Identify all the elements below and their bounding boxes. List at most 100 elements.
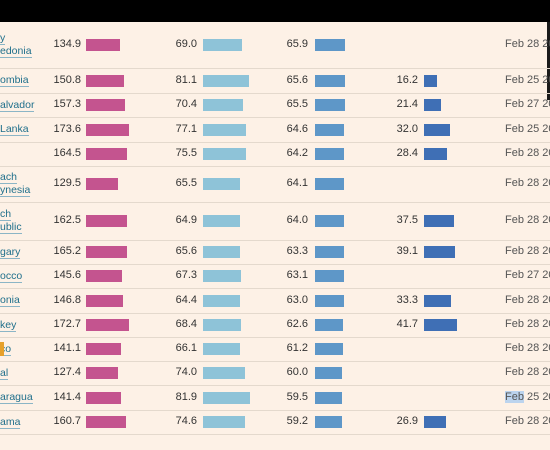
country-link[interactable]: key xyxy=(0,318,17,332)
country-link[interactable]: ach ynesia xyxy=(0,171,31,197)
country-name-line: edonia xyxy=(0,45,32,58)
value-4: 41.7 xyxy=(396,318,418,330)
date-cell: Feb 25 202 xyxy=(505,390,550,403)
country-link[interactable]: Lanka xyxy=(0,123,29,136)
table-row: al 127.4 74.0 60.0 Feb 28 202 xyxy=(0,361,550,386)
value-1: 141.4 xyxy=(53,390,81,403)
country-link[interactable]: gary xyxy=(0,245,21,259)
value-1: 141.1 xyxy=(53,342,81,354)
country-name-line: ama xyxy=(0,415,21,429)
bar-4 xyxy=(424,123,450,136)
value-4: 28.4 xyxy=(396,147,418,159)
value-3: 64.6 xyxy=(286,122,308,135)
country-name-line: ynesia xyxy=(0,184,31,197)
bar-1 xyxy=(86,294,123,307)
country-link[interactable]: ama xyxy=(0,415,21,429)
bar-4 xyxy=(424,148,447,160)
country-link[interactable]: onia xyxy=(0,294,20,307)
country-link[interactable]: ch ublic xyxy=(0,208,22,234)
bar-3 xyxy=(315,99,345,111)
country-name-line: ublic xyxy=(0,221,22,234)
bar-1 xyxy=(86,319,129,331)
value-4: 33.3 xyxy=(396,293,418,306)
date-cell: Feb 28 202 xyxy=(505,415,550,427)
bar-4 xyxy=(424,99,441,111)
country-name-line: occo xyxy=(0,269,23,283)
country-link[interactable]: y edonia xyxy=(0,32,32,58)
date-cell: Feb 27 202 xyxy=(505,98,550,110)
bar-3 xyxy=(315,343,343,355)
bar-2 xyxy=(203,39,242,51)
date-cell: Feb 28 202 xyxy=(505,177,550,189)
value-2: 70.4 xyxy=(175,98,197,110)
value-2: 68.4 xyxy=(175,318,197,330)
table-row: key 172.7 68.4 62.6 41.7 Feb 28 202 xyxy=(0,313,550,338)
date-cell: Feb 28 202 xyxy=(505,293,550,306)
value-1: 160.7 xyxy=(53,415,81,427)
country-link[interactable]: co xyxy=(0,342,12,356)
bar-2 xyxy=(203,319,241,331)
bar-3 xyxy=(315,123,344,136)
country-name-line: al xyxy=(0,366,9,380)
highlight-marker xyxy=(0,342,4,356)
date-cell: Feb 28 202 xyxy=(505,318,550,330)
date-rest: 25 202 xyxy=(527,390,550,403)
value-1: 165.2 xyxy=(53,245,81,257)
value-2: 81.9 xyxy=(175,390,197,403)
value-3: 61.2 xyxy=(286,342,308,354)
value-2: 81.1 xyxy=(175,73,197,86)
value-3: 65.6 xyxy=(286,73,308,86)
value-3: 63.0 xyxy=(286,293,308,306)
country-link[interactable]: aragua xyxy=(0,391,33,404)
country-link[interactable]: occo xyxy=(0,269,23,283)
date-cell: Feb 28 202 xyxy=(505,366,550,378)
bar-1 xyxy=(86,246,127,258)
bar-1 xyxy=(86,123,129,136)
value-3: 62.6 xyxy=(286,318,308,330)
bar-4 xyxy=(424,246,455,258)
value-1: 157.3 xyxy=(53,98,81,110)
value-2: 65.6 xyxy=(175,245,197,257)
value-2: 69.0 xyxy=(175,38,197,50)
value-3: 63.1 xyxy=(286,269,308,281)
value-1: 172.7 xyxy=(53,318,81,330)
bar-1 xyxy=(86,148,127,160)
bar-2 xyxy=(203,367,245,379)
country-name-line: ach xyxy=(0,171,17,184)
table-row: Lanka 173.6 77.1 64.6 32.0 Feb 25 202 xyxy=(0,117,550,143)
value-3: 60.0 xyxy=(286,366,308,378)
value-2: 64.9 xyxy=(175,214,197,226)
value-1: 129.5 xyxy=(53,177,81,189)
value-2: 66.1 xyxy=(175,342,197,354)
value-3: 65.5 xyxy=(286,98,308,110)
value-4: 32.0 xyxy=(396,122,418,135)
bar-1 xyxy=(86,74,124,87)
bar-1 xyxy=(86,270,122,282)
bar-4 xyxy=(424,416,446,428)
bar-2 xyxy=(203,99,243,111)
bar-3 xyxy=(315,416,342,428)
country-link[interactable]: ombia xyxy=(0,74,29,87)
date-highlight: Feb xyxy=(505,390,524,403)
bar-4 xyxy=(424,215,454,227)
country-link[interactable]: alvador xyxy=(0,98,35,112)
scrollbar[interactable] xyxy=(547,22,550,100)
bar-3 xyxy=(315,148,344,160)
date-cell: Feb 28 202 xyxy=(505,342,550,354)
table-row: onia 146.8 64.4 63.0 33.3 Feb 28 202 xyxy=(0,288,550,314)
bar-2 xyxy=(203,148,246,160)
value-4: 26.9 xyxy=(396,415,418,427)
table-row: aragua 141.4 81.9 59.5 Feb 25 202 xyxy=(0,385,550,411)
value-3: 64.0 xyxy=(286,214,308,226)
value-1: 164.5 xyxy=(53,147,81,159)
value-1: 134.9 xyxy=(53,38,81,50)
value-1: 162.5 xyxy=(53,214,81,226)
value-2: 64.4 xyxy=(175,293,197,306)
bar-1 xyxy=(86,178,118,190)
bar-2 xyxy=(203,343,240,355)
country-name-line: Lanka xyxy=(0,123,29,136)
country-link[interactable]: al xyxy=(0,366,9,380)
value-2: 74.6 xyxy=(175,415,197,427)
